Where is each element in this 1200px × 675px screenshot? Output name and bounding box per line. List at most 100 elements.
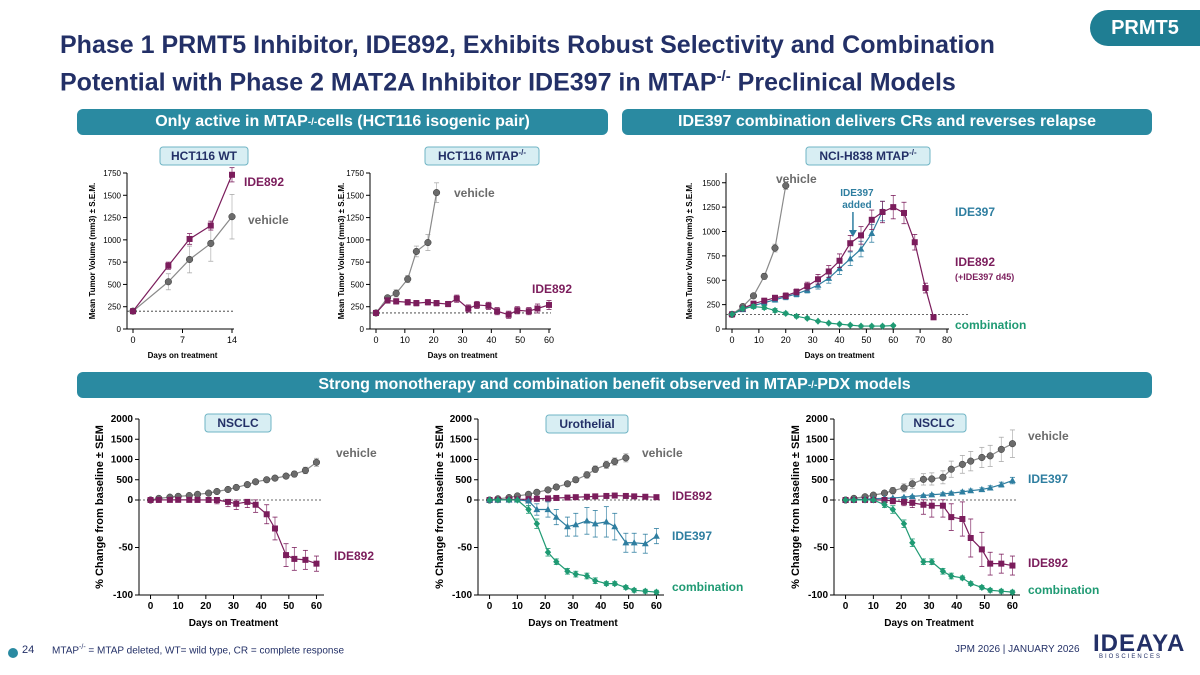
data-point bbox=[889, 497, 896, 504]
data-point bbox=[1008, 440, 1016, 448]
data-point bbox=[205, 489, 213, 497]
x-tick-label: 20 bbox=[896, 601, 908, 612]
logo-wordmark: IDEAYA bbox=[1093, 630, 1186, 657]
data-point bbox=[959, 516, 966, 522]
data-point bbox=[761, 297, 768, 304]
panel-title: Urothelial bbox=[559, 417, 614, 431]
data-point bbox=[486, 496, 493, 504]
x-axis-label: Days on Treatment bbox=[189, 618, 279, 629]
chart-1: 0 250 500 750 1000 1250 1500 1750 0 7 14 Days on tr… bbox=[88, 146, 289, 360]
y-axis-label: Mean Tumor Volume (mm3) ± S.E.M. bbox=[685, 183, 694, 320]
panel-title-box bbox=[424, 146, 540, 166]
series-vehicle bbox=[129, 193, 236, 315]
data-point bbox=[224, 485, 232, 494]
data-point bbox=[244, 498, 251, 505]
data-point bbox=[494, 308, 501, 315]
data-point bbox=[544, 486, 552, 494]
series-line bbox=[489, 499, 657, 593]
series-label: IDE892 bbox=[672, 489, 712, 503]
series-label: combination bbox=[1028, 583, 1099, 597]
data-point bbox=[967, 457, 975, 465]
data-point bbox=[572, 521, 580, 528]
series-ide892 bbox=[842, 496, 1016, 576]
series-label: IDE892 bbox=[532, 282, 572, 296]
y-tick-label: 1000 bbox=[103, 236, 121, 245]
data-point bbox=[920, 501, 927, 508]
data-point bbox=[868, 216, 875, 223]
data-point bbox=[847, 240, 854, 247]
data-point bbox=[544, 548, 552, 556]
data-point bbox=[846, 255, 854, 262]
data-point bbox=[494, 496, 502, 504]
data-point bbox=[473, 301, 480, 308]
x-tick-label: 50 bbox=[283, 601, 295, 612]
data-point bbox=[591, 520, 599, 527]
x-axis-label: Days on Treatment bbox=[884, 618, 974, 629]
data-point bbox=[611, 457, 619, 466]
data-point bbox=[857, 245, 865, 252]
series-line bbox=[375, 192, 438, 314]
data-point bbox=[147, 497, 154, 503]
data-point bbox=[909, 499, 916, 506]
series-label: IDE892 bbox=[334, 549, 374, 563]
data-point bbox=[193, 490, 202, 498]
series-label: IDE397 bbox=[672, 529, 712, 543]
data-point bbox=[271, 474, 279, 482]
data-point bbox=[583, 517, 591, 524]
data-point bbox=[224, 498, 231, 505]
data-point bbox=[1009, 476, 1016, 484]
data-point bbox=[302, 556, 309, 563]
data-point bbox=[901, 209, 907, 216]
series-vehicle bbox=[372, 182, 441, 317]
data-point bbox=[920, 558, 927, 566]
series-line bbox=[132, 216, 233, 312]
data-point bbox=[1009, 588, 1016, 596]
series-line bbox=[845, 499, 1013, 593]
data-point bbox=[611, 523, 619, 530]
data-point bbox=[967, 580, 974, 588]
series-line bbox=[845, 499, 1013, 567]
panel-title-sup: -/- bbox=[909, 148, 917, 157]
series-label: IDE397 bbox=[955, 205, 995, 219]
data-point bbox=[591, 465, 599, 473]
data-point bbox=[271, 525, 278, 532]
data-point bbox=[572, 494, 579, 501]
data-point bbox=[986, 452, 994, 460]
banner-combination-label: IDE397 combination delivers CRs and reve… bbox=[678, 113, 1096, 130]
y-axis-label: Mean Tumor Volume (mm3) ± S.E.M. bbox=[88, 183, 97, 320]
data-point bbox=[997, 481, 1005, 488]
data-point bbox=[186, 235, 193, 242]
data-point bbox=[900, 493, 908, 500]
data-point bbox=[879, 322, 886, 330]
y-tick-label: 0 bbox=[127, 495, 133, 506]
data-point bbox=[922, 285, 929, 292]
data-point bbox=[861, 496, 869, 504]
data-point bbox=[749, 292, 758, 300]
y-tick-label: -100 bbox=[452, 590, 472, 601]
data-point bbox=[967, 487, 975, 494]
data-point bbox=[959, 574, 966, 582]
y-tick-label: 0 bbox=[466, 495, 472, 506]
x-axis-label: Days on treatment bbox=[805, 351, 875, 360]
data-point bbox=[544, 505, 552, 513]
page-number: 24 bbox=[22, 644, 35, 656]
panel-title: NSCLC bbox=[217, 416, 259, 430]
data-point bbox=[166, 496, 173, 503]
banner-isogenic-sup: -/- bbox=[307, 116, 318, 128]
data-point bbox=[857, 322, 865, 330]
data-point bbox=[804, 283, 811, 290]
footnote: MTAP-/- = MTAP deleted, WT= wild type, C… bbox=[52, 644, 344, 656]
x-tick-label: 30 bbox=[808, 335, 818, 345]
data-point bbox=[611, 492, 618, 499]
data-point bbox=[760, 272, 768, 280]
y-tick-label: 1750 bbox=[103, 169, 121, 178]
data-point bbox=[155, 496, 162, 503]
data-point bbox=[393, 298, 400, 305]
footnote-sup: -/- bbox=[79, 644, 86, 651]
series-ide892 bbox=[373, 294, 552, 319]
title-line-2-post: Preclinical Models bbox=[730, 68, 956, 97]
x-tick-label: 40 bbox=[834, 335, 844, 345]
y-tick-label: 1250 bbox=[346, 214, 364, 223]
data-point bbox=[194, 496, 201, 503]
